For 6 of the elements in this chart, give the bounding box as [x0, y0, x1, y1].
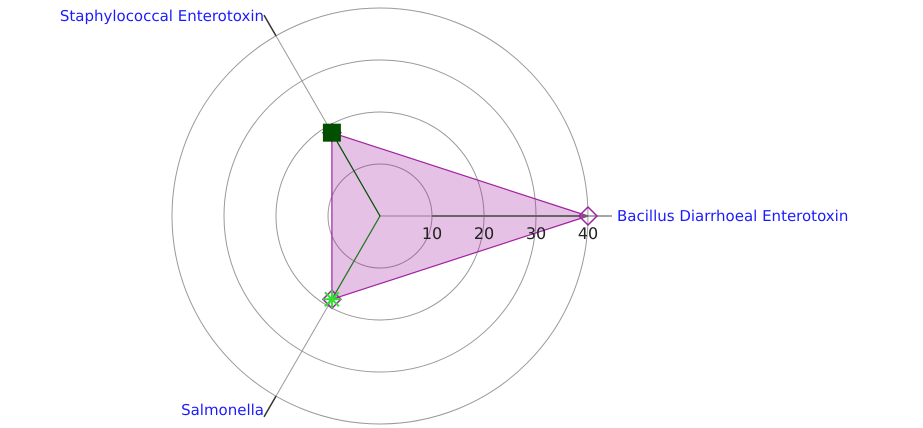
spoke-label: Bacillus Diarrhoeal Enterotoxin — [617, 207, 848, 225]
spoke-label: Staphylococcal Enterotoxin — [60, 7, 264, 26]
spoke-label: Salmonella — [181, 400, 264, 419]
y-tick-label: 10 — [422, 224, 442, 243]
y-tick-label: 40 — [578, 224, 598, 243]
y-tick-label: 20 — [474, 224, 494, 243]
